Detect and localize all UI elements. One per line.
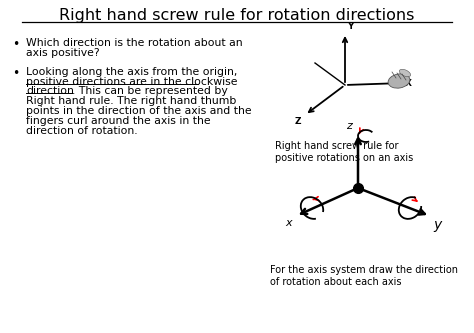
Text: Y: Y [347,22,354,31]
Text: Z: Z [294,117,301,126]
Text: x: x [285,218,292,228]
Text: Right hand rule. The right hand thumb: Right hand rule. The right hand thumb [26,96,237,106]
Text: y: y [433,218,441,232]
Text: •: • [12,38,19,51]
Ellipse shape [400,69,410,77]
Text: direction: direction [26,87,74,97]
Text: Right hand screw rule for
positive rotations on an axis: Right hand screw rule for positive rotat… [275,141,413,163]
Text: Looking along the axis from the origin,: Looking along the axis from the origin, [26,67,237,77]
Text: Which direction is the rotation about an: Which direction is the rotation about an [26,38,243,48]
Text: z: z [346,121,352,131]
Text: points in the direction of the axis and the: points in the direction of the axis and … [26,106,252,116]
Text: positive directions are in the clockwise: positive directions are in the clockwise [26,77,237,87]
Text: For the axis system draw the direction
of rotation about each axis: For the axis system draw the direction o… [270,265,458,287]
Ellipse shape [388,74,410,88]
Text: direction of rotation.: direction of rotation. [26,126,137,136]
Text: axis positive?: axis positive? [26,48,100,58]
Text: . This can be represented by: . This can be represented by [72,87,228,97]
Text: X: X [405,79,412,88]
Text: fingers curl around the axis in the: fingers curl around the axis in the [26,116,210,126]
Text: •: • [12,67,19,80]
Text: Right hand screw rule for rotation directions: Right hand screw rule for rotation direc… [59,8,415,23]
